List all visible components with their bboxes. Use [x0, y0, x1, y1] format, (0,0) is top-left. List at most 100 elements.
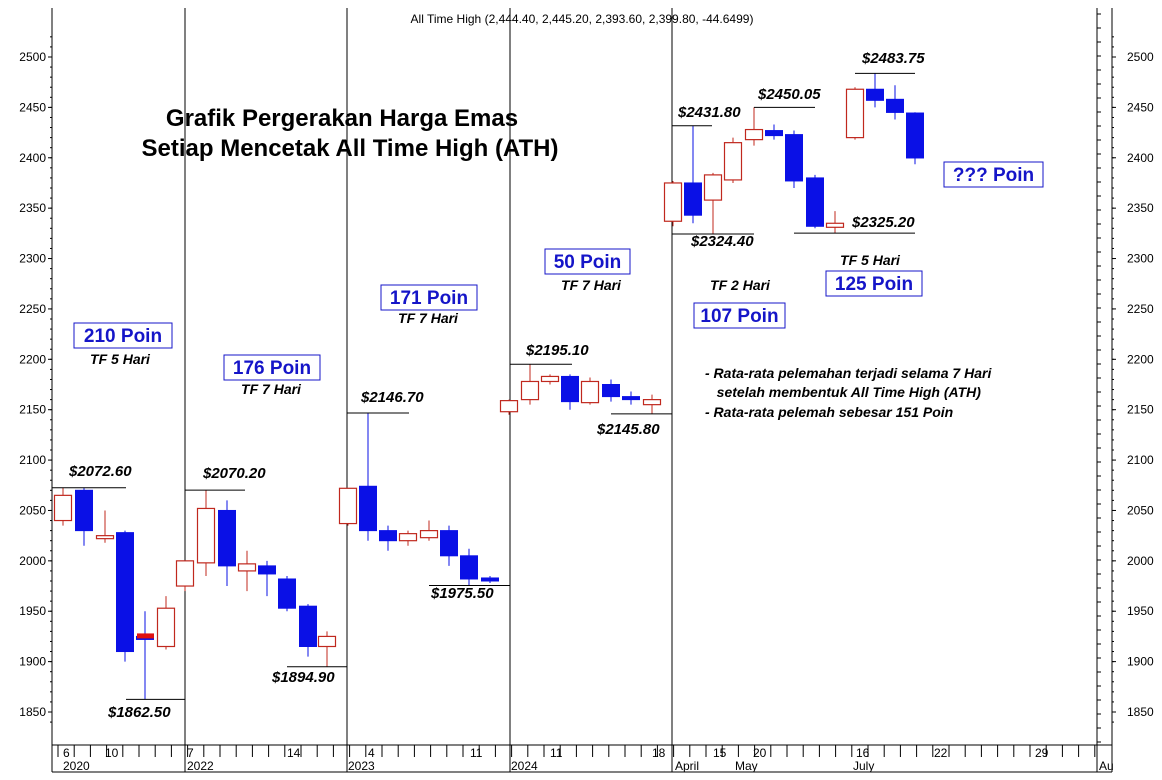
- candle-body-up: [845, 88, 865, 139]
- candle-body-down: [906, 112, 924, 159]
- y-tick-label-right: 2200: [1127, 352, 1154, 366]
- price-label: $2195.10: [525, 342, 589, 359]
- chart-annotations: $2072.60 $1862.50 $2070.20 $1894.90 $2146.70…: [52, 50, 1044, 721]
- x-tick-label: 11: [470, 746, 483, 760]
- price-label: $2325.20: [851, 214, 915, 231]
- candle-body-up: [317, 635, 337, 648]
- price-label: $2324.40: [690, 233, 754, 250]
- x-tick-label: 4: [368, 746, 375, 760]
- y-tick-label-right: 2500: [1127, 50, 1154, 64]
- price-label: $2450.05: [757, 86, 821, 103]
- price-label: $1894.90: [271, 669, 335, 686]
- candle-body-down: [765, 130, 783, 137]
- note-line-1: - Rata-rata pelemahan terjadi selama 7 H…: [705, 365, 992, 381]
- points-box-label: 50 Poin: [554, 252, 622, 273]
- candle-body-down: [866, 88, 884, 101]
- y-tick-label-left: 2150: [19, 403, 46, 417]
- candle-body-down: [116, 532, 134, 653]
- x-period-label: 2023: [348, 759, 375, 773]
- candle-body-down: [218, 509, 236, 567]
- candle-body-up: [95, 535, 115, 540]
- price-label: $2146.70: [360, 389, 424, 406]
- candle-body-doji: [137, 633, 154, 639]
- x-tick-label: 10: [105, 746, 119, 760]
- tf-label: TF 5 Hari: [90, 351, 151, 367]
- candle-body-up: [419, 530, 439, 539]
- y-tick-label-left: 2200: [19, 352, 46, 366]
- y-tick-label-right: 2250: [1127, 302, 1154, 316]
- price-label: $1862.50: [107, 704, 171, 721]
- price-label: $2431.80: [677, 104, 741, 121]
- price-label: $2072.60: [68, 463, 132, 480]
- x-period-label: April: [675, 759, 699, 773]
- candle-body-up: [540, 375, 560, 383]
- price-label: $1975.50: [430, 585, 494, 602]
- points-box: [73, 322, 173, 349]
- tf-label: TF 5 Hari: [840, 252, 901, 268]
- y-tick-label-right: 2450: [1127, 100, 1154, 114]
- ohlc-header: All Time High (2,444.40, 2,445.20, 2,393…: [411, 12, 754, 26]
- x-tick-label: 16: [856, 746, 870, 760]
- y-tick-label-right: 1850: [1127, 705, 1154, 719]
- y-tick-label-right: 2300: [1127, 252, 1154, 266]
- candle-body-up: [398, 533, 418, 542]
- points-box-label: 171 Poin: [390, 288, 468, 309]
- candle-body-down: [440, 530, 458, 557]
- x-tick-label: 7: [187, 746, 194, 760]
- x-period-label: Au: [1099, 759, 1114, 773]
- note-line-3: - Rata-rata pelemah sebesar 151 Poin: [705, 404, 953, 420]
- x-tick-label: 20: [753, 746, 767, 760]
- candle-body-up: [499, 400, 519, 413]
- points-box: [943, 161, 1044, 188]
- candle-body-up: [744, 128, 764, 141]
- tf-label: TF 2 Hari: [710, 277, 771, 293]
- candle-body-down: [561, 375, 579, 403]
- y-tick-label-left: 2050: [19, 503, 46, 517]
- candle-body-up: [156, 607, 176, 648]
- candle-body-down: [602, 384, 620, 398]
- x-tick-label: 14: [287, 746, 301, 760]
- price-label: $2070.20: [202, 465, 266, 482]
- tf-label: TF 7 Hari: [398, 310, 459, 326]
- y-tick-label-left: 2350: [19, 201, 46, 215]
- chart-grid: [184, 8, 1098, 772]
- points-box: [223, 354, 321, 381]
- price-label: $2145.80: [596, 421, 660, 438]
- x-period-label: 2024: [511, 759, 538, 773]
- y-tick-label-left: 1950: [19, 604, 46, 618]
- points-box-label: 107 Poin: [700, 306, 778, 327]
- candle-body-down: [622, 396, 640, 401]
- x-tick-label: 18: [652, 746, 666, 760]
- candle-body-down: [379, 530, 397, 542]
- x-tick-label: 6: [63, 746, 70, 760]
- y-tick-label-right: 1950: [1127, 604, 1154, 618]
- price-label: $2483.75: [861, 50, 925, 67]
- candle-body-down: [684, 182, 702, 216]
- points-box: [544, 248, 631, 275]
- points-box: [693, 302, 786, 329]
- candle-body-up: [175, 560, 195, 587]
- candle-body-down: [481, 577, 499, 582]
- y-tick-label-right: 2050: [1127, 503, 1154, 517]
- y-tick-label-right: 2350: [1127, 201, 1154, 215]
- y-tick-label-left: 2100: [19, 453, 46, 467]
- candle-body-up: [663, 182, 683, 222]
- tf-label: TF 7 Hari: [241, 381, 302, 397]
- candle-body-up: [580, 380, 600, 404]
- x-period-label: May: [735, 759, 758, 773]
- points-box-label: ??? Poin: [953, 165, 1034, 186]
- candle-body-down: [75, 489, 93, 532]
- candle-body-up: [338, 487, 358, 525]
- candle-body-down: [278, 578, 296, 609]
- candle-body-up: [642, 399, 662, 406]
- x-tick-label: 11: [550, 746, 563, 760]
- y-tick-label-left: 2400: [19, 151, 46, 165]
- y-tick-label-left: 2450: [19, 100, 46, 114]
- candle-body-down: [886, 98, 904, 113]
- tf-label: TF 7 Hari: [561, 277, 622, 293]
- y-tick-label-left: 1900: [19, 655, 46, 669]
- candle-body-up: [196, 507, 216, 564]
- candle-body-down: [258, 565, 276, 575]
- candlestick-series: [53, 73, 924, 700]
